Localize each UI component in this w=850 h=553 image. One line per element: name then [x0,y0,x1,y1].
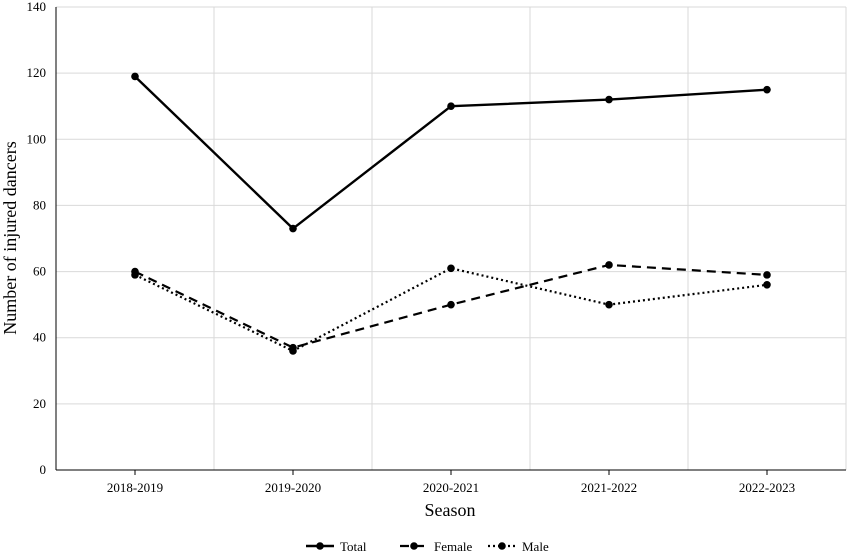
data-point-male [289,347,297,355]
x-axis-ticks: 2018-2019 2019-2020 2020-2021 2021-2022 2022… [107,470,795,495]
data-point-male [447,264,455,273]
y-tick-label: 120 [27,65,47,80]
legend-marker-male [498,542,506,550]
data-point-total [763,85,771,94]
legend-label-male: Male [522,539,549,553]
y-tick-label: 0 [40,462,47,477]
axes [55,7,846,471]
data-point-total [605,95,613,104]
y-tick-label: 140 [27,0,47,14]
y-tick-label: 40 [33,330,46,345]
x-tick-label: 2018-2019 [107,480,163,495]
data-point-total [131,72,139,81]
legend-label-female: Female [434,539,472,553]
x-tick-label: 2022-2023 [739,480,795,495]
series-line-male [134,267,768,353]
x-tick-label: 2020-2021 [423,480,479,495]
data-point-total [447,102,455,111]
y-axis-ticks: 0 20 40 60 80 100 120 140 [27,0,47,477]
y-tick-label: 80 [33,197,46,212]
data-point-male [131,271,139,279]
data-point-total [289,224,297,233]
x-tick-label: 2021-2022 [581,480,637,495]
x-axis-title: Season [425,500,476,520]
legend-marker-total [316,542,324,550]
series-lines [131,72,771,355]
y-tick-label: 20 [33,396,46,411]
data-point-male [605,300,613,309]
x-tick-label: 2019-2020 [265,480,321,495]
data-point-male [763,281,771,289]
y-tick-label: 60 [33,264,46,279]
y-axis-title: Number of injured dancers [0,141,20,334]
y-tick-label: 100 [27,131,47,146]
gridlines [56,6,847,470]
legend: Total Female Male [306,539,549,553]
legend-label-total: Total [340,539,367,553]
data-point-female [447,300,455,309]
data-point-female [605,261,613,269]
legend-marker-female [410,542,418,550]
data-point-female [763,271,771,279]
